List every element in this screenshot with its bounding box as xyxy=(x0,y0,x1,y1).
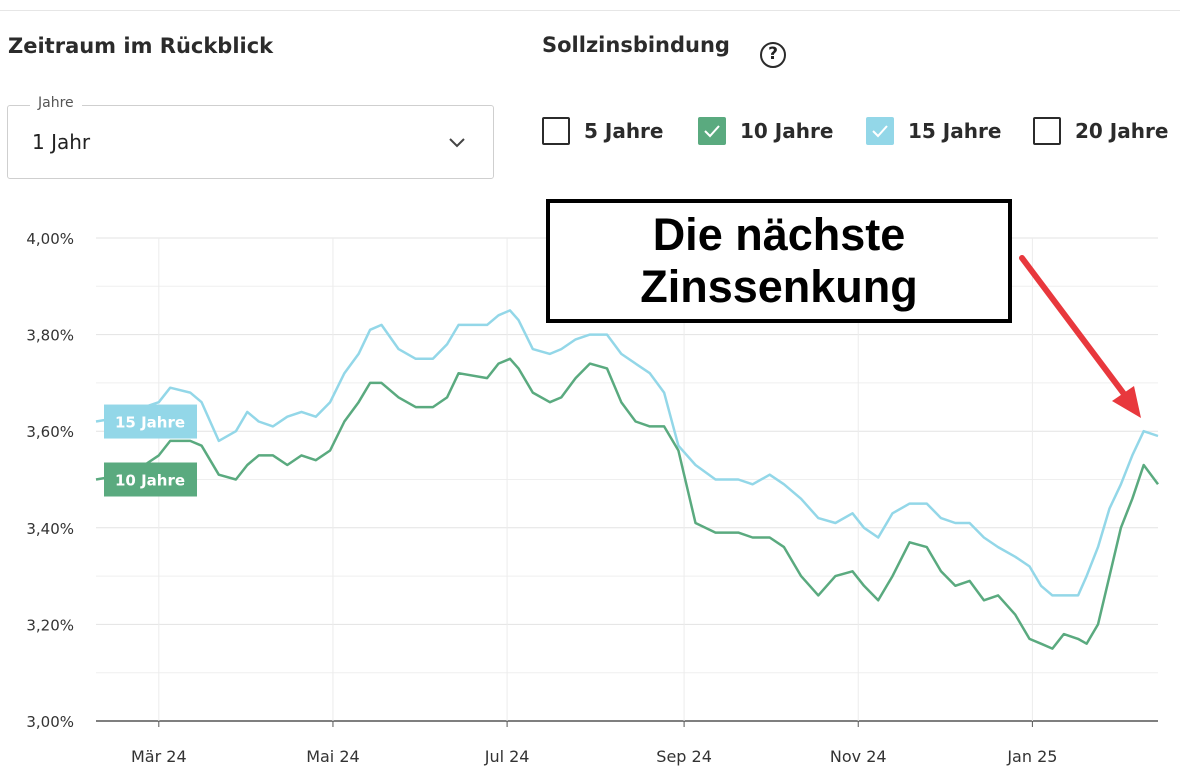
checkmark-icon xyxy=(704,125,720,138)
annotation-line-1: Die nächste xyxy=(652,209,906,260)
question-mark-icon[interactable]: ? xyxy=(760,42,786,68)
checkbox-20-jahre[interactable]: 20 Jahre xyxy=(1033,116,1168,146)
top-divider xyxy=(0,10,1180,11)
y-tick-label: 4,00% xyxy=(26,230,74,248)
x-tick-label: Jan 25 xyxy=(1006,747,1057,766)
annotation-line-2: Zinssenkung xyxy=(640,261,918,312)
y-tick-label: 3,40% xyxy=(26,520,74,538)
checkbox-10-jahre[interactable]: 10 Jahre xyxy=(698,116,833,146)
checkbox-label: 20 Jahre xyxy=(1075,119,1169,143)
y-tick-label: 3,60% xyxy=(26,423,74,441)
checkbox-box[interactable] xyxy=(698,117,726,145)
checkbox-5-jahre[interactable]: 5 Jahre xyxy=(542,116,663,146)
series-tag xyxy=(104,404,197,439)
checkbox-label: 15 Jahre xyxy=(908,119,1002,143)
x-tick-label: Mai 24 xyxy=(306,747,360,766)
checkbox-label: 10 Jahre xyxy=(740,119,834,143)
checkmark-icon xyxy=(872,125,888,138)
x-tick-label: Mär 24 xyxy=(131,747,187,766)
checkbox-label: 5 Jahre xyxy=(584,119,664,143)
checkbox-box[interactable] xyxy=(866,117,894,145)
fixation-title: Sollzinsbindung xyxy=(542,33,730,57)
y-tick-label: 3,20% xyxy=(26,616,74,634)
x-tick-label: Jul 24 xyxy=(484,747,530,766)
series-tag xyxy=(104,462,197,497)
series-line xyxy=(95,357,1160,650)
x-tick-label: Sep 24 xyxy=(656,747,712,766)
checkbox-15-jahre[interactable]: 15 Jahre xyxy=(866,116,1001,146)
y-tick-label: 3,00% xyxy=(26,713,74,731)
series-tag-label: 15 Jahre xyxy=(115,414,185,432)
checkbox-box[interactable] xyxy=(542,117,570,145)
y-tick-label: 3,80% xyxy=(26,327,74,345)
period-select-value: 1 Jahr xyxy=(32,130,91,154)
x-tick-label: Nov 24 xyxy=(830,747,887,766)
checkbox-box[interactable] xyxy=(1033,117,1061,145)
chevron-down-icon xyxy=(449,138,465,148)
period-title: Zeitraum im Rückblick xyxy=(8,34,274,58)
period-select-label: Jahre xyxy=(30,95,82,111)
series-line xyxy=(95,309,1159,597)
annotation-box: Die nächste Zinssenkung xyxy=(546,199,1012,323)
series-tag-label: 10 Jahre xyxy=(115,472,185,490)
period-select[interactable]: Jahre 1 Jahr xyxy=(7,95,494,179)
